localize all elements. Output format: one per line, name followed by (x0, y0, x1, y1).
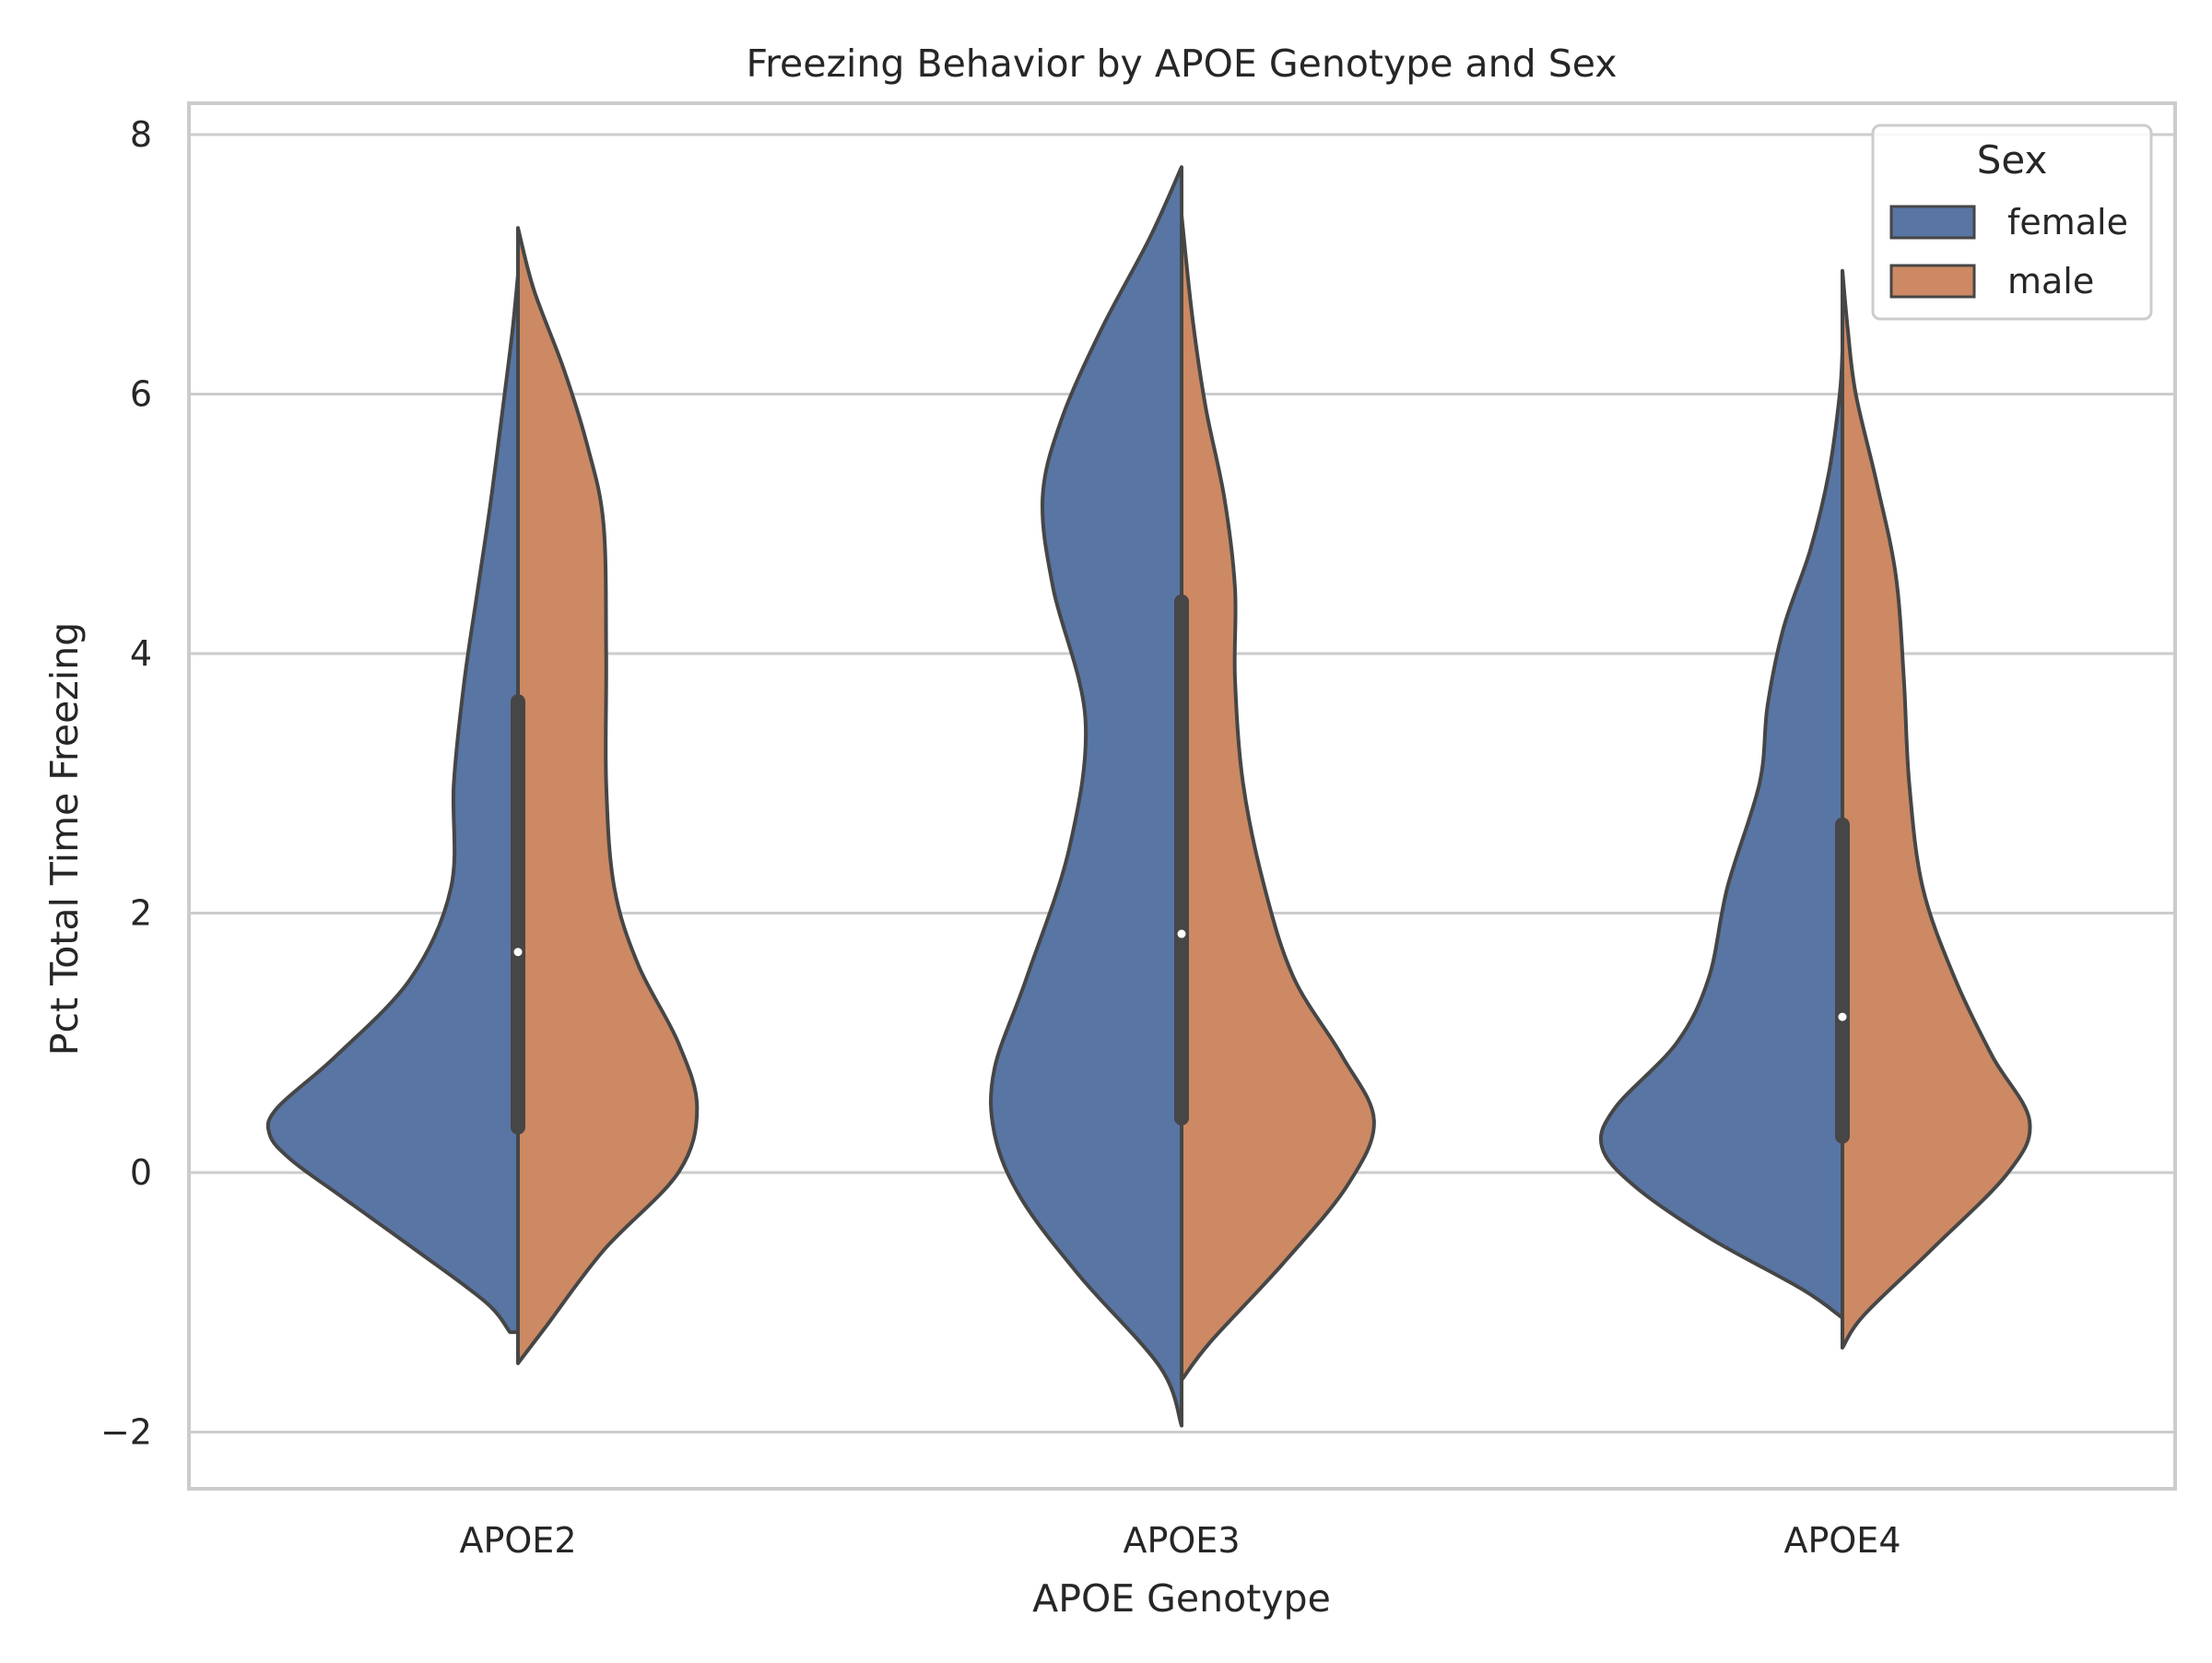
y-tick-label: −2 (100, 1412, 152, 1453)
axes-frame (187, 101, 2177, 1491)
y-tick-label: 8 (130, 114, 152, 155)
violin-female-apoe2 (265, 273, 520, 1335)
x-tick-label: APOE2 (459, 1520, 576, 1561)
y-tick-labels: −2 0 2 4 6 8 (100, 114, 152, 1453)
legend: Sex female male (1871, 124, 2153, 321)
legend-title: Sex (1977, 137, 2048, 183)
y-tick-label: 0 (130, 1152, 152, 1193)
y-tick-label: 2 (130, 893, 152, 934)
x-tick-label: APOE4 (1783, 1520, 1900, 1561)
legend-swatch-female (1889, 205, 1976, 240)
legend-swatch-male (1889, 264, 1976, 299)
y-tick-label: 4 (130, 633, 152, 674)
median-marker-apoe4 (1838, 1012, 1847, 1021)
x-axis-label: APOE Genotype (1032, 1576, 1331, 1621)
violin-female-apoe3 (989, 165, 1183, 1428)
violin-male-apoe3 (1180, 213, 1376, 1383)
y-tick-label: 6 (130, 374, 152, 415)
chart-title: Freezing Behavior by APOE Genotype and S… (746, 41, 1617, 86)
violin-male-apoe4 (1841, 268, 2032, 1350)
violin-female-apoe4 (1598, 349, 1844, 1320)
x-tick-label: APOE3 (1123, 1520, 1240, 1561)
legend-label-male: male (2007, 261, 2094, 301)
violin-male-apoe2 (516, 226, 700, 1365)
x-tick-labels: APOE2 APOE3 APOE4 (459, 1520, 1900, 1561)
median-marker-apoe2 (513, 948, 523, 957)
y-axis-label: Pct Total Time Freezing (42, 622, 87, 1056)
legend-label-female: female (2007, 202, 2128, 242)
violins (265, 165, 2032, 1428)
inner-boxes (511, 594, 1850, 1144)
median-marker-apoe3 (1177, 929, 1186, 938)
